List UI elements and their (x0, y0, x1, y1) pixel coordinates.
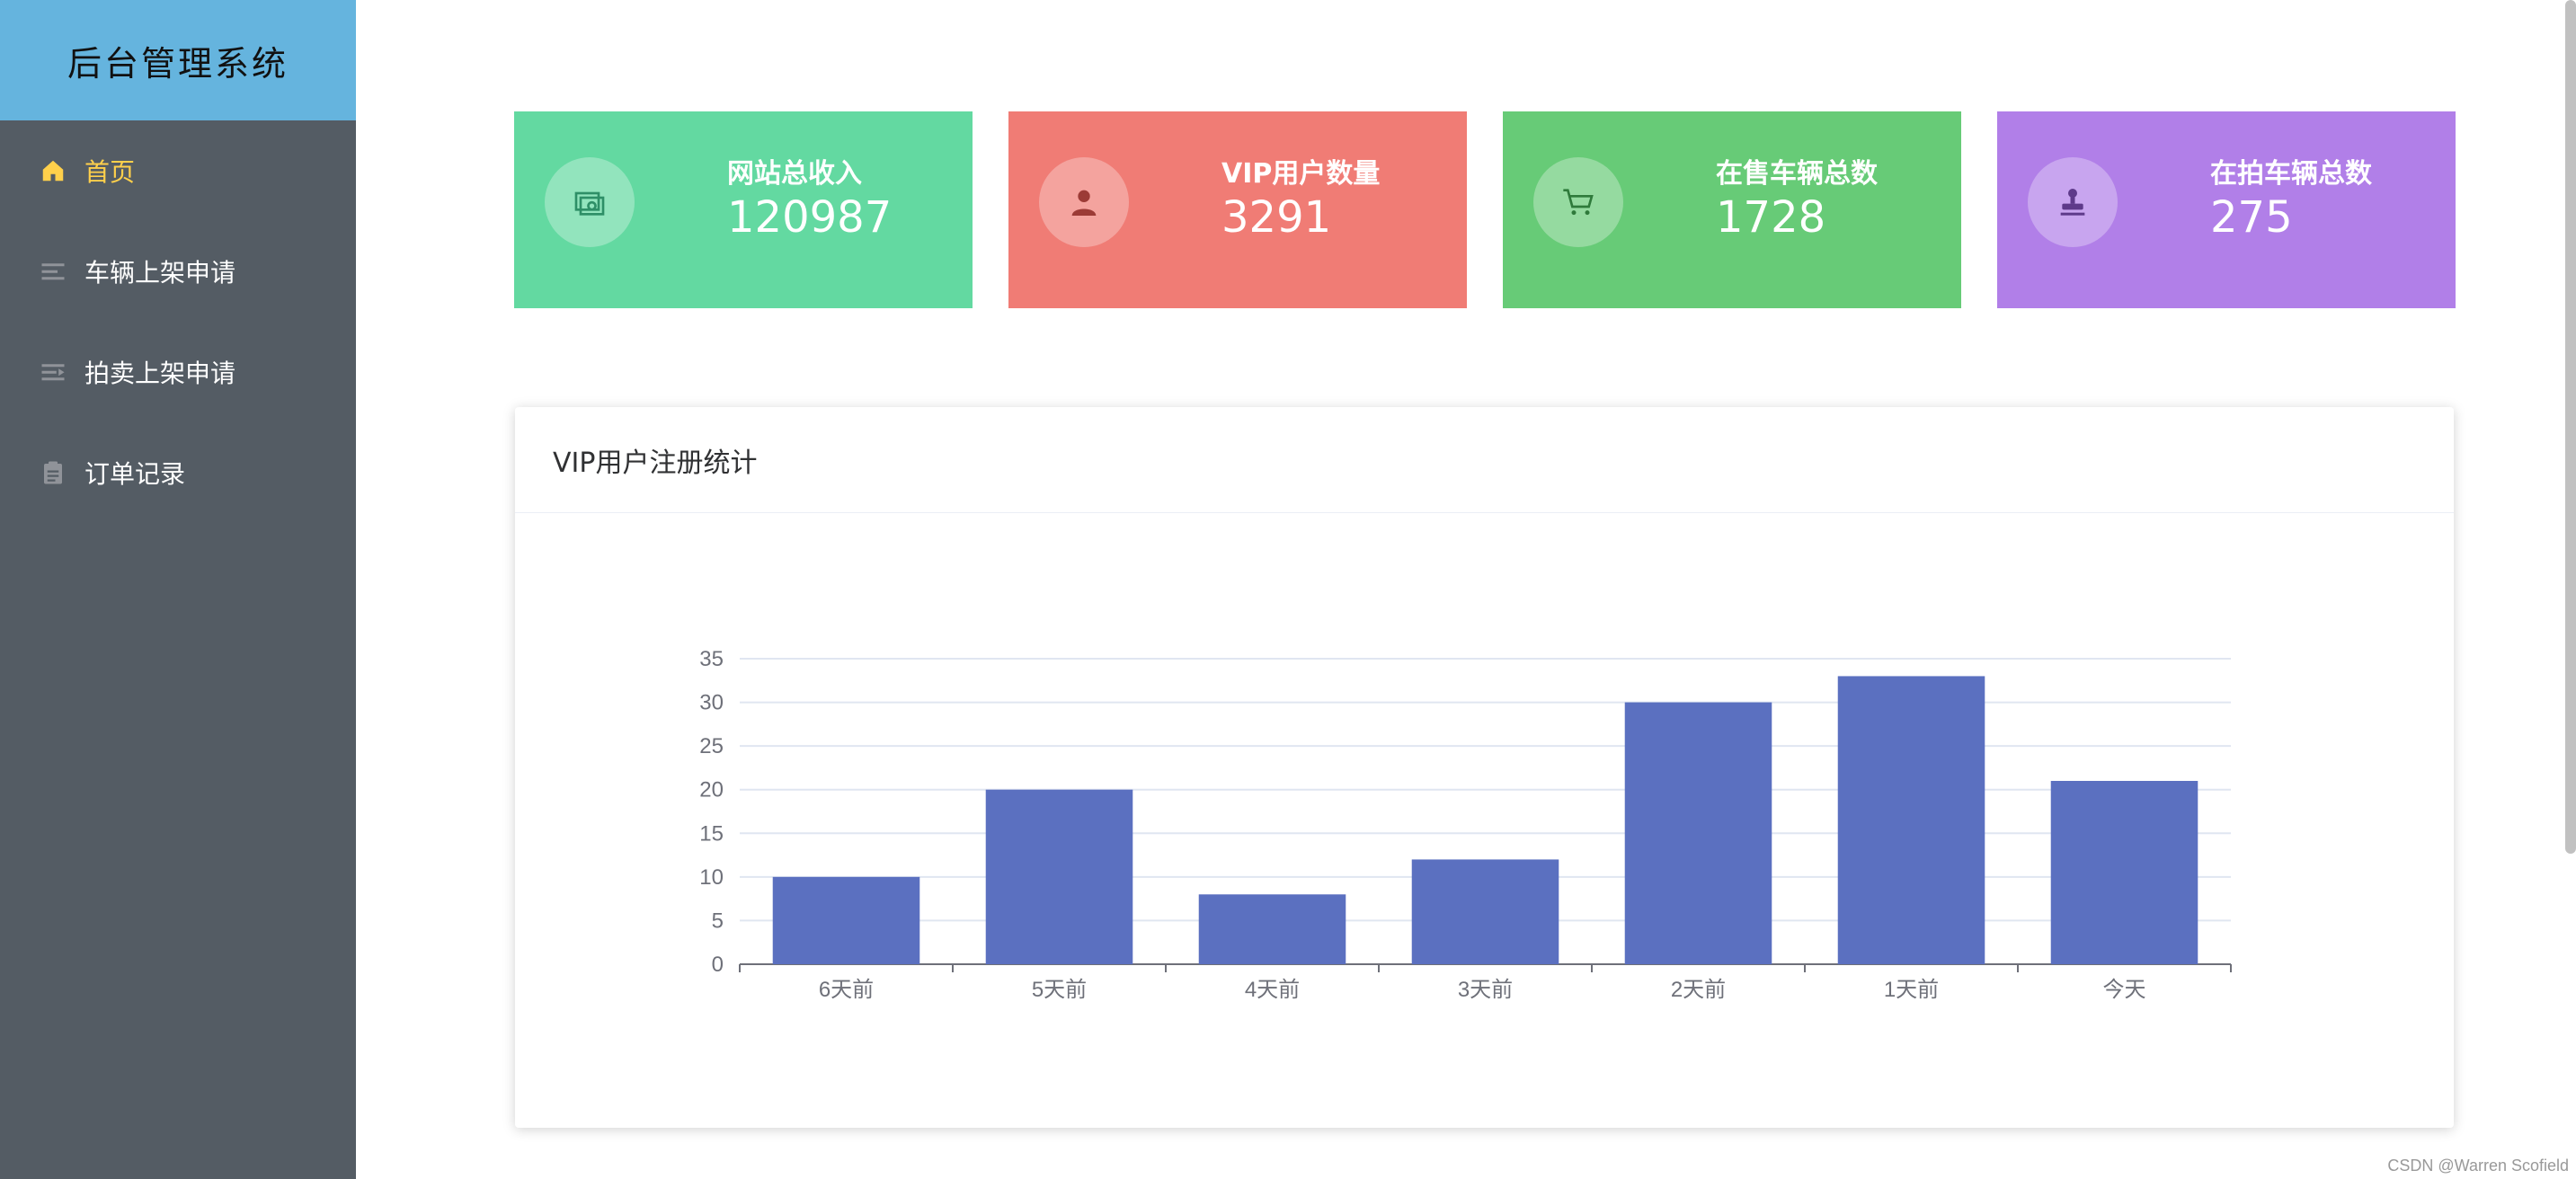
bar-今天 (2050, 781, 2198, 964)
indent-list-icon (40, 359, 67, 386)
chart-svg: 0 5 10 15 20 25 30 35 6天前 5天前 4天前 3天前 2天前 1天前 今天 (699, 647, 2232, 1002)
sidebar-menu: 首页 车辆上架申请 拍卖上架申请 订单记录 (0, 120, 356, 523)
stat-card-in-auction: 在拍车辆总数 275 (1997, 111, 2456, 308)
stat-card-vip-users: VIP用户数量 3291 (1008, 111, 1467, 308)
y-tick-label: 30 (699, 691, 724, 715)
bar-3天前 (1411, 859, 1559, 964)
x-tick-label: 今天 (2103, 978, 2146, 1002)
x-tick-label: 6天前 (819, 978, 874, 1002)
stat-value: 1728 (1716, 192, 1826, 243)
watermark: CSDN @Warren Scofield (2387, 1157, 2569, 1175)
sidebar-item-vehicle-listing[interactable]: 车辆上架申请 (0, 221, 356, 322)
bar-6天前 (772, 876, 920, 964)
y-tick-label: 0 (712, 953, 724, 977)
vip-registration-panel: VIP用户注册统计 0 5 10 15 20 25 30 35 6天前 5天前 4天前 3天前 2天前 1… (515, 407, 2454, 1128)
y-tick-label: 5 (712, 909, 724, 933)
stat-value: 275 (2210, 192, 2293, 243)
y-tick-label: 15 (699, 821, 724, 846)
sidebar-item-label: 首页 (84, 157, 136, 187)
sidebar-item-label: 拍卖上架申请 (84, 359, 236, 388)
app-title: 后台管理系统 (0, 0, 356, 120)
y-tick-label: 10 (699, 865, 724, 890)
bar-chart: 0 5 10 15 20 25 30 35 6天前 5天前 4天前 3天前 2天前 1天前 今天 (515, 513, 2454, 1128)
sidebar-item-label: 订单记录 (84, 459, 186, 489)
bar-2天前 (1624, 702, 1772, 964)
stat-value: 120987 (727, 192, 893, 243)
x-tick-label: 1天前 (1884, 978, 1939, 1002)
stat-label: 在拍车辆总数 (2210, 158, 2372, 190)
panel-title: VIP用户注册统计 (515, 407, 2454, 513)
x-tick-label: 3天前 (1458, 978, 1513, 1002)
stamp-icon (2028, 157, 2118, 247)
stat-card-on-sale: 在售车辆总数 1728 (1503, 111, 1961, 308)
user-icon (1039, 157, 1129, 247)
sidebar: 后台管理系统 首页 车辆上架申请 拍卖上架申请 订单记录 (0, 0, 356, 1179)
list-icon (40, 258, 67, 285)
bar-5天前 (985, 789, 1133, 964)
clipboard-icon (40, 459, 67, 486)
page-scrollbar[interactable] (2565, 0, 2576, 854)
sidebar-item-home[interactable]: 首页 (0, 120, 356, 221)
home-icon (40, 157, 67, 184)
stat-value: 3291 (1221, 192, 1332, 243)
y-tick-label: 20 (699, 778, 724, 802)
stat-label: VIP用户数量 (1221, 158, 1381, 190)
bar-4天前 (1198, 894, 1346, 964)
sidebar-item-label: 车辆上架申请 (84, 258, 236, 288)
sidebar-item-auction-listing[interactable]: 拍卖上架申请 (0, 322, 356, 422)
money-icon (545, 157, 635, 247)
stat-label: 网站总收入 (727, 158, 862, 190)
x-tick-label: 4天前 (1245, 978, 1300, 1002)
x-tick-label: 5天前 (1032, 978, 1087, 1002)
bar-1天前 (1837, 676, 1985, 964)
y-tick-label: 25 (699, 734, 724, 758)
sidebar-item-orders[interactable]: 订单记录 (0, 422, 356, 523)
y-tick-label: 35 (699, 647, 724, 671)
stat-card-revenue: 网站总收入 120987 (514, 111, 973, 308)
stat-label: 在售车辆总数 (1716, 158, 1878, 190)
cart-icon (1533, 157, 1623, 247)
x-tick-label: 2天前 (1671, 978, 1726, 1002)
